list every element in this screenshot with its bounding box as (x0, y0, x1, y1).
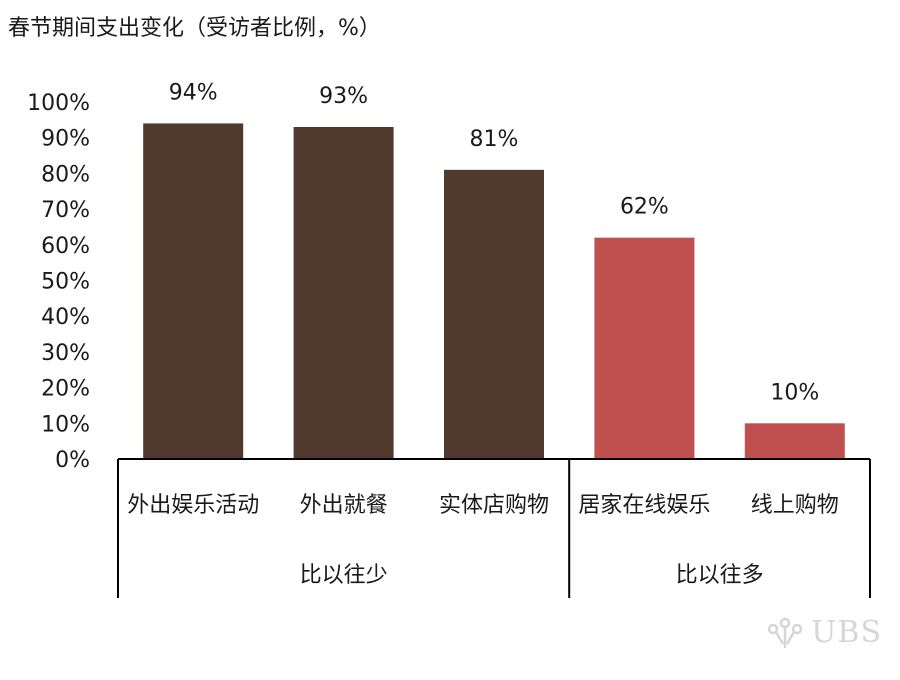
bar (744, 423, 845, 459)
bar (444, 169, 544, 459)
category-label: 线上购物 (751, 493, 839, 518)
chart-title: 春节期间支出变化（受访者比例，%） (8, 16, 381, 41)
y-tick-label: 100% (27, 91, 90, 116)
y-tick-label: 50% (41, 270, 90, 295)
y-tick-label: 80% (41, 162, 90, 187)
y-tick-label: 10% (41, 412, 90, 437)
keys-icon (767, 617, 803, 648)
category-label: 外出就餐 (300, 493, 388, 518)
logo-text: UBS (811, 615, 882, 650)
y-tick-label: 60% (41, 234, 90, 259)
group-label: 比以往多 (676, 563, 764, 588)
group-label: 比以往少 (300, 563, 388, 588)
bar (594, 237, 695, 459)
ubs-logo: UBS (765, 615, 882, 650)
y-tick-label: 70% (41, 198, 90, 223)
y-tick-label: 20% (41, 377, 90, 402)
data-label: 62% (620, 195, 669, 220)
data-label: 93% (319, 84, 368, 109)
category-label: 外出娱乐活动 (127, 493, 259, 518)
bar (143, 123, 244, 460)
y-tick-label: 40% (41, 305, 90, 330)
category-label: 居家在线娱乐 (578, 493, 710, 518)
bar (293, 126, 394, 460)
y-tick-label: 30% (41, 341, 90, 366)
y-tick-label: 0% (55, 448, 90, 473)
y-tick-label: 90% (41, 127, 90, 152)
data-label: 81% (470, 127, 519, 152)
category-label: 实体店购物 (439, 493, 549, 518)
data-label: 10% (770, 380, 819, 405)
data-label: 94% (169, 80, 218, 105)
